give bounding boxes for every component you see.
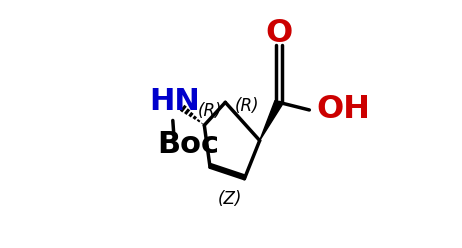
Polygon shape	[260, 100, 283, 141]
Text: Boc: Boc	[158, 130, 219, 159]
Text: (R): (R)	[198, 102, 222, 120]
Text: O: O	[265, 18, 292, 49]
Text: (R): (R)	[235, 97, 260, 115]
Text: (Z): (Z)	[218, 190, 242, 208]
Text: OH: OH	[316, 94, 371, 125]
Text: HN: HN	[149, 87, 200, 116]
